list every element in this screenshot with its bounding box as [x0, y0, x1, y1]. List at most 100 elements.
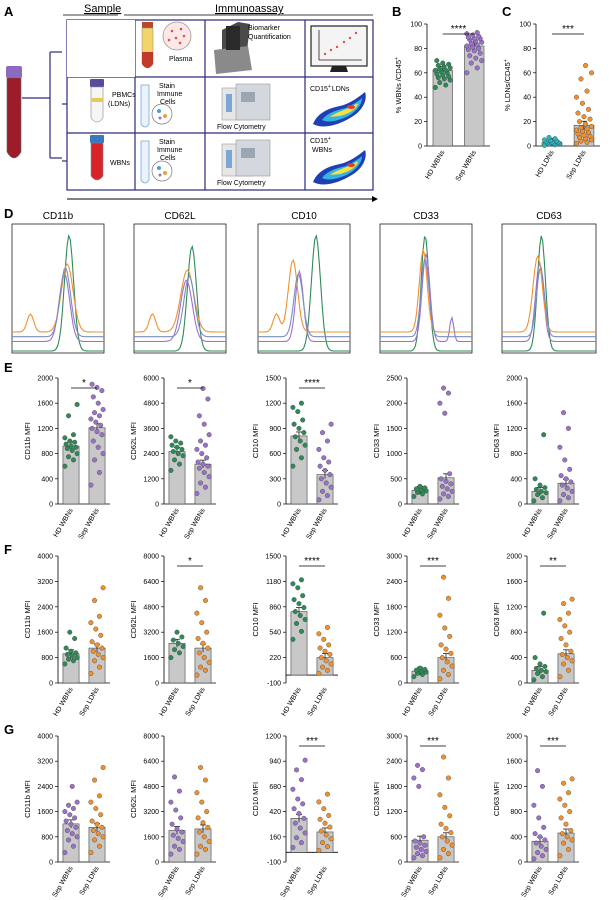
data-point	[569, 776, 575, 782]
data-point	[70, 457, 76, 463]
data-point	[316, 799, 322, 805]
significance-stars: ***	[547, 736, 559, 747]
schematic-frame	[66, 19, 374, 191]
y-tick-label: 1200	[265, 401, 281, 408]
x-category-label: HD WBNs	[281, 686, 303, 718]
y-tick-label: 0	[518, 681, 522, 688]
y-axis-label: CD63 MFI	[492, 424, 501, 458]
data-point	[445, 672, 451, 678]
data-point	[559, 482, 565, 488]
data-point	[99, 432, 105, 438]
y-tick-label: 400	[510, 476, 522, 483]
data-point	[96, 793, 102, 799]
data-point	[412, 838, 418, 844]
y-tick-label: 1200	[386, 809, 402, 816]
data-point	[537, 661, 543, 667]
blood-tube-icon	[6, 66, 22, 159]
data-point	[296, 601, 302, 607]
data-point	[95, 651, 101, 657]
y-tick-label: 800	[41, 655, 53, 662]
data-point	[300, 801, 306, 807]
data-point	[291, 597, 297, 603]
panel-label-c: C	[502, 4, 512, 19]
data-point	[90, 648, 96, 654]
x-category-label: HD LDNs	[535, 149, 556, 179]
data-point	[536, 815, 542, 821]
histogram-series-0	[12, 233, 104, 352]
data-point	[198, 664, 204, 670]
density-plot-icon	[313, 150, 366, 185]
subchart-e-3: 0 500 1000 1500 2000 2500 CD33 MFI HD WBNs Sep W…	[372, 376, 459, 541]
histogram-series-1	[380, 253, 472, 343]
data-point	[558, 636, 564, 642]
data-point	[411, 855, 417, 861]
y-axis-label: % WBNs /CD45+	[394, 57, 403, 114]
data-point	[533, 665, 539, 671]
data-point	[541, 824, 547, 830]
data-point	[568, 648, 574, 654]
data-point	[92, 837, 98, 843]
data-point	[568, 828, 574, 833]
y-tick-label: 100	[410, 22, 422, 29]
data-point	[302, 617, 308, 622]
data-point	[169, 442, 175, 448]
data-point	[569, 488, 575, 494]
data-point	[557, 853, 563, 859]
data-point	[411, 674, 417, 680]
data-point	[565, 425, 571, 431]
data-point	[573, 141, 579, 147]
data-point	[539, 674, 545, 680]
data-point	[74, 655, 80, 661]
y-tick-label: 500	[390, 476, 402, 483]
data-point	[292, 820, 298, 826]
y-tick-label: 1600	[37, 630, 53, 637]
y-tick-label: 6000	[143, 376, 159, 383]
data-point	[298, 840, 304, 846]
data-point	[416, 783, 422, 789]
data-point	[66, 413, 72, 419]
panel-label-b: B	[392, 4, 401, 19]
data-point	[440, 60, 446, 66]
data-point	[441, 846, 447, 852]
data-point	[569, 837, 575, 843]
data-point	[561, 661, 567, 667]
data-point	[328, 661, 334, 667]
data-point	[565, 610, 571, 616]
data-point	[546, 134, 552, 140]
data-point	[543, 846, 549, 852]
data-point	[565, 667, 571, 673]
subchart-f-1: 0 1600 3200 4800 6400 8000 CD62L MFI HD WBNs Sep…	[129, 554, 216, 718]
data-point	[467, 53, 473, 59]
data-point	[93, 419, 99, 425]
y-tick-label: 1800	[386, 784, 402, 791]
data-point	[92, 597, 98, 603]
data-point	[202, 777, 208, 783]
data-point	[63, 645, 69, 651]
data-point	[178, 440, 184, 446]
y-tick-label: 1600	[37, 809, 53, 816]
data-point	[176, 846, 182, 852]
x-category-label: HD WBNs	[53, 686, 75, 718]
data-point	[72, 636, 78, 642]
data-point	[302, 757, 308, 763]
subchart-f-3: 0 600 1200 1800 2400 3000 CD33 MFI HD WBNs Sep L…	[372, 554, 459, 718]
y-tick-label: 600	[390, 834, 402, 841]
data-point	[296, 811, 302, 817]
data-point	[316, 446, 322, 452]
data-point	[449, 488, 455, 494]
x-category-label: HD WBNs	[402, 507, 424, 539]
data-point	[445, 775, 451, 781]
chart-c: 0 20 40 60 80 100 % LDNs/CD45+ HD LDNs Sep LDNs *…	[503, 22, 600, 181]
data-point	[447, 633, 453, 639]
data-point	[195, 636, 201, 642]
data-point	[557, 796, 563, 802]
data-point	[206, 839, 212, 845]
data-point	[74, 451, 80, 457]
data-point	[580, 100, 585, 106]
histogram-title: CD11b	[43, 211, 74, 222]
data-point	[198, 843, 204, 849]
data-point	[179, 446, 185, 452]
data-point	[320, 664, 326, 670]
subchart-f-4: 0 400 800 1200 1600 2000 CD63 MFI HD WBNs Sep LD…	[492, 554, 579, 718]
data-point	[89, 425, 95, 431]
